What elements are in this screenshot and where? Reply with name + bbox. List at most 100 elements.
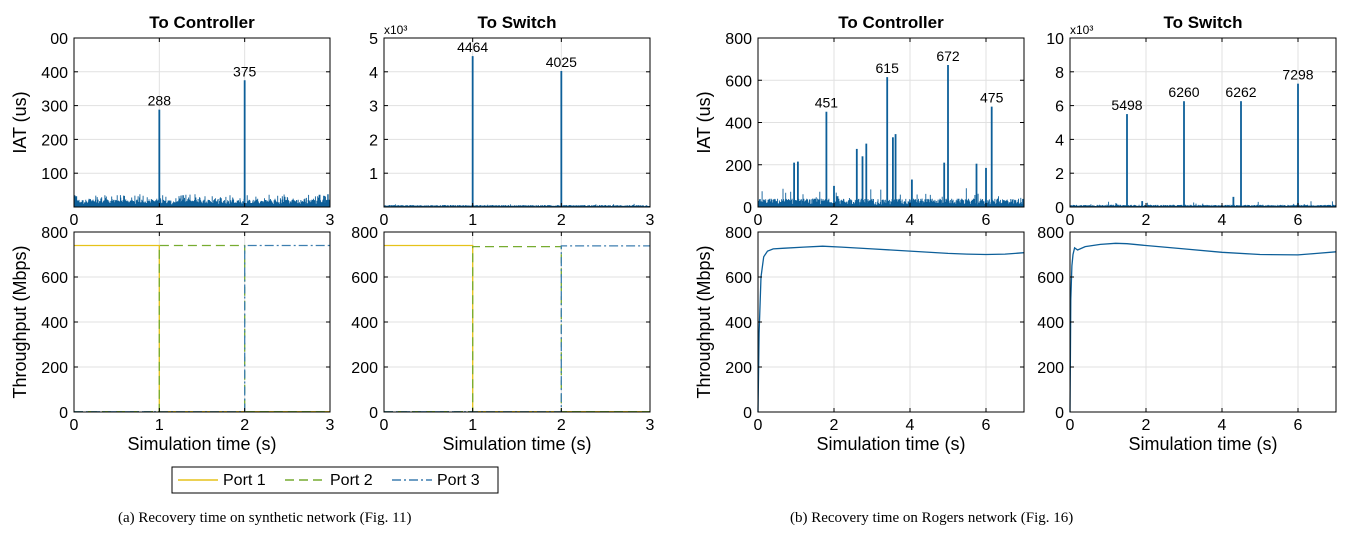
x-tick-label: 1 [155,417,164,434]
caption-b: (b) Recovery time on Rogers network (Fig… [790,510,1074,526]
y-tick-label: 400 [1037,315,1064,332]
x-tick-label: 3 [646,212,655,229]
axis-exponent: x10³ [1070,23,1093,37]
legend-label: Port 1 [223,472,266,489]
x-tick-label: 0 [1066,212,1075,229]
y-tick-label: 6 [1055,99,1064,116]
x-tick-label: 4 [906,417,915,434]
x-axis-label: Simulation time (s) [1128,434,1277,454]
axes-box [73,37,331,208]
data-label: 375 [233,63,257,79]
y-tick-label: 0 [369,405,378,422]
data-label: 4464 [457,39,488,55]
panel-a_thr_controller: 0 1 2 3 0 200 400 600 800 Simulation time (s) Thro… [10,225,335,454]
panel-title: To Switch [1163,13,1242,32]
y-tick-label: 400 [725,116,752,133]
data-label: 6262 [1225,84,1256,100]
x-axis-label: Simulation time (s) [442,434,591,454]
series-line-port-2 [384,245,650,413]
panel-title: To Controller [149,13,255,32]
x-tick-label: 0 [70,212,79,229]
y-tick-label: 800 [1037,225,1064,242]
x-tick-label: 6 [982,212,991,229]
axes-box [1069,37,1337,208]
y-tick-label: 200 [725,158,752,175]
y-tick-label: 800 [351,225,378,242]
y-tick-label: 0 [59,405,68,422]
series-line [1069,242,1337,413]
x-tick-label: 0 [754,417,763,434]
y-axis-label: Throughput (Mbps) [10,245,30,398]
y-tick-label: 200 [41,360,68,377]
y-tick-label: 00 [50,31,68,48]
iat-trace [1069,201,1337,207]
y-tick-label: 4 [369,65,378,82]
legend-label: Port 3 [437,472,480,489]
x-tick-label: 6 [1294,417,1303,434]
x-axis-label: Simulation time (s) [816,434,965,454]
y-tick-label: 600 [725,73,752,90]
x-tick-label: 1 [468,417,477,434]
y-tick-label: 400 [41,315,68,332]
panel-b_thr_switch: 0 2 4 6 0 200 400 600 800 Simulation time (s) [1037,225,1337,454]
data-label: 475 [980,90,1004,106]
x-tick-label: 2 [1142,212,1151,229]
x-tick-label: 4 [906,212,915,229]
y-tick-label: 0 [1055,405,1064,422]
x-tick-label: 4 [1218,417,1227,434]
x-tick-label: 3 [326,212,335,229]
y-tick-label: 2 [369,132,378,149]
data-label: 615 [876,60,900,76]
x-tick-label: 1 [468,212,477,229]
y-tick-label: 0 [743,405,752,422]
y-tick-label: 400 [41,65,68,82]
series-line-port-3 [74,244,330,413]
x-tick-label: 2 [557,417,566,434]
x-tick-label: 2 [830,212,839,229]
y-tick-label: 600 [41,270,68,287]
panel-title: To Controller [838,13,944,32]
x-tick-label: 2 [1142,417,1151,434]
y-tick-label: 4 [1055,132,1064,149]
x-tick-label: 1 [155,212,164,229]
x-tick-label: 2 [240,212,249,229]
x-tick-label: 2 [830,417,839,434]
data-label: 672 [936,48,960,64]
panel-a_iat_controller: 288 375 0 1 2 3 100 200 300 400 00 To Controller IAT… [10,13,335,229]
y-tick-label: 300 [41,99,68,116]
y-tick-label: 400 [725,315,752,332]
series-line [757,245,1025,413]
y-tick-label: 200 [725,360,752,377]
x-tick-label: 0 [70,417,79,434]
y-tick-label: 600 [1037,270,1064,287]
iat-trace [73,194,331,207]
x-tick-label: 4 [1218,212,1227,229]
panel-b_iat_controller: 451 615 672 475 0 2 4 6 0 200 400 600 800 To Controll… [694,13,1025,229]
legend-box [171,466,499,494]
data-label: 288 [148,93,172,109]
x-tick-label: 0 [754,212,763,229]
data-label: 7298 [1282,67,1313,83]
x-tick-label: 6 [1294,212,1303,229]
axis-exponent: x10³ [384,23,407,37]
data-label: 451 [815,95,839,111]
y-tick-label: 800 [725,31,752,48]
y-tick-label: 10 [1046,31,1064,48]
y-tick-label: 800 [725,225,752,242]
panel-a_iat_switch: 4464 4025 0 1 2 3 1 2 3 4 5 x10³ To Switch [369,13,654,229]
axes-box [383,37,651,208]
x-tick-label: 3 [326,417,335,434]
panel-title: To Switch [477,13,556,32]
y-tick-label: 600 [725,270,752,287]
caption-a: (a) Recovery time on synthetic network (… [118,510,412,526]
x-tick-label: 0 [380,417,389,434]
y-tick-label: 5 [369,31,378,48]
data-label: 6260 [1168,84,1199,100]
series-line-port-1 [384,244,650,413]
x-tick-label: 2 [240,417,249,434]
legend: Port 1 Port 2 Port 3 [171,466,499,494]
y-axis-label: Throughput (Mbps) [694,245,714,398]
y-tick-label: 400 [351,315,378,332]
y-tick-label: 1 [369,166,378,183]
